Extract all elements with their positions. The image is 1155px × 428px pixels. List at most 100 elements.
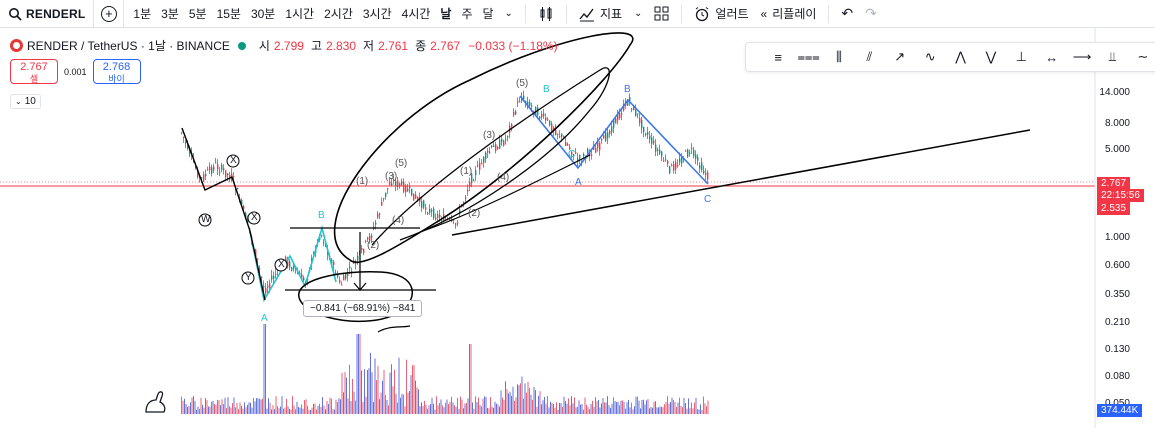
- head-shoulders-icon[interactable]: ⋁: [985, 49, 997, 64]
- volume-bar: [496, 403, 497, 414]
- volume-bar: [565, 401, 566, 414]
- volume-bar: [688, 398, 689, 414]
- volume-bar: [284, 407, 286, 414]
- volume-bar: [620, 400, 622, 414]
- date-range-icon[interactable]: ↔: [1045, 49, 1059, 65]
- interval-2[interactable]: 5분: [188, 7, 207, 21]
- current-price-label: 2.767: [1097, 177, 1131, 190]
- interval-11[interactable]: 달: [482, 7, 494, 21]
- interval-8[interactable]: 4시간: [401, 7, 431, 21]
- volume-bar: [271, 409, 272, 414]
- volume-bar: [224, 397, 226, 414]
- regression-icon[interactable]: ⩶: [797, 49, 820, 64]
- candle-body: [459, 209, 461, 215]
- wave-label: (4): [497, 172, 510, 183]
- volume-bar: [628, 399, 629, 414]
- volume-bar: [571, 396, 572, 414]
- candle-body: [219, 171, 221, 173]
- layout-button[interactable]: [648, 0, 675, 28]
- interval-4[interactable]: 30분: [250, 7, 276, 21]
- candle-body: [501, 138, 503, 142]
- candle-body: [377, 213, 379, 218]
- fib-icon[interactable]: ⫼: [835, 49, 842, 64]
- candle-body: [607, 132, 609, 139]
- indicators-button[interactable]: 지표: [573, 0, 628, 28]
- xabcd-icon[interactable]: ⋀: [955, 49, 966, 64]
- volume-bar: [215, 404, 217, 414]
- candle-body: [321, 235, 323, 237]
- brush-icon[interactable]: ⫫: [1108, 49, 1117, 64]
- candle-body: [429, 208, 431, 213]
- candle-body: [519, 101, 521, 103]
- chart-type-button[interactable]: [532, 0, 560, 28]
- render-logo-icon: [10, 39, 23, 52]
- volume-bar: [230, 407, 232, 414]
- candle-body: [351, 271, 353, 273]
- replay-label: 리플레이: [772, 7, 817, 21]
- volume-bar: [346, 377, 347, 414]
- candle-body: [365, 240, 367, 242]
- volume-bar: [587, 406, 589, 414]
- indicators-label: 지표: [599, 7, 623, 21]
- close-value: 2.767: [430, 38, 461, 53]
- interval-dropdown[interactable]: ⌄: [499, 0, 519, 28]
- interval-1[interactable]: 3분: [161, 7, 179, 21]
- volume-bar: [529, 387, 530, 414]
- candle-body: [469, 181, 471, 187]
- arrow-icon[interactable]: ⟶: [1072, 49, 1092, 64]
- interval-7[interactable]: 3시간: [362, 7, 392, 21]
- interval-3[interactable]: 15분: [216, 7, 241, 21]
- undo-button[interactable]: ↶: [835, 0, 859, 28]
- volume-bar: [590, 403, 592, 414]
- legend-title[interactable]: RENDER / TetherUS · 1날 · BINANCE: [27, 39, 230, 53]
- symbol-search[interactable]: RENDERL: [0, 0, 95, 28]
- replay-button[interactable]: « 리플레이: [755, 0, 823, 28]
- volume-bar: [317, 405, 319, 414]
- abcd-icon[interactable]: ↗: [894, 49, 906, 64]
- volume-bar: [706, 406, 707, 414]
- volume-bar: [340, 399, 341, 414]
- volume-bar: [484, 396, 485, 414]
- volume-bar: [608, 405, 610, 414]
- volume-bar: [392, 386, 394, 414]
- buy-button[interactable]: 2.768 바이: [92, 59, 141, 84]
- candle-body: [225, 170, 227, 178]
- candle-body: [667, 160, 669, 164]
- low-label: 저: [363, 39, 375, 53]
- volume-bar: [308, 409, 310, 414]
- interval-9[interactable]: 날: [440, 7, 452, 21]
- candle-body: [569, 147, 571, 150]
- interval-6[interactable]: 2시간: [324, 7, 353, 21]
- volume-bar: [188, 405, 190, 414]
- sell-button[interactable]: 2.767 셀: [10, 59, 58, 84]
- wave-label: X: [278, 259, 285, 270]
- compare-symbol-button[interactable]: +: [94, 0, 125, 28]
- volume-bar: [371, 372, 373, 414]
- alert-button[interactable]: 얼러트: [688, 0, 754, 28]
- interval-0[interactable]: 1분: [133, 7, 152, 21]
- indicators-dropdown[interactable]: ⌄: [628, 0, 648, 28]
- redo-button[interactable]: ↷: [859, 0, 883, 28]
- volume-bar: [208, 406, 209, 414]
- volume-bar: [217, 400, 218, 414]
- candle-body: [217, 164, 219, 170]
- elliott-icon[interactable]: ∿: [924, 49, 936, 64]
- volume-bar: [641, 399, 643, 414]
- undo-icon: ↶: [841, 5, 854, 21]
- candle-body: [609, 130, 611, 134]
- path-icon[interactable]: ∼: [1137, 49, 1149, 64]
- indicators-collapse-toggle[interactable]: ⌄ 10: [10, 94, 41, 109]
- open-label: 시: [258, 39, 270, 53]
- candle-body: [615, 118, 617, 124]
- fan-icon[interactable]: ⫽: [866, 49, 873, 64]
- volume-bar: [212, 400, 214, 414]
- volume-bar: [586, 404, 587, 414]
- interval-10[interactable]: 주: [461, 7, 473, 21]
- volume-bar: [467, 398, 469, 414]
- volume-bar: [662, 407, 664, 414]
- interval-5[interactable]: 1시간: [285, 7, 315, 21]
- pitchfork-icon[interactable]: ≡: [774, 49, 782, 65]
- candle-body: [575, 152, 577, 154]
- ruler-icon[interactable]: ⊥: [1015, 49, 1027, 64]
